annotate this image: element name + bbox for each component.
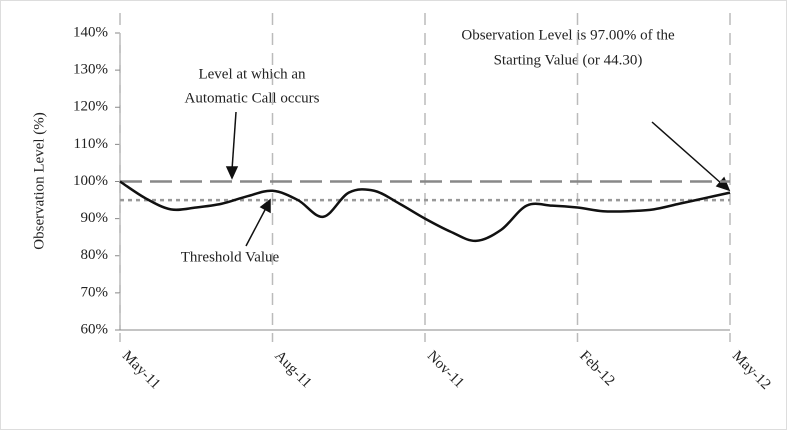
y-tick-label: 100% (73, 173, 108, 189)
y-tick-label: 60% (81, 321, 109, 337)
y-tick-label: 140% (73, 24, 108, 40)
annotation: Observation Level is 97.00% of the (461, 27, 675, 43)
y-tick-label: 80% (81, 247, 109, 263)
y-tick-label: 110% (74, 136, 108, 152)
y-tick-label: 90% (81, 210, 109, 226)
y-tick-label: 120% (73, 99, 108, 115)
data-line (119, 180, 731, 243)
annotation: Level at which an (198, 66, 306, 82)
annotation: Threshold Value (181, 249, 280, 265)
y-tick-label: 130% (73, 62, 108, 78)
arrows (225, 111, 731, 247)
annotation: Starting Value (or 44.30) (494, 52, 643, 68)
y-axis-label: Observation Level (%) (31, 112, 47, 249)
y-tick-label: 70% (81, 284, 109, 300)
annotation: Automatic Call occurs (185, 90, 320, 106)
